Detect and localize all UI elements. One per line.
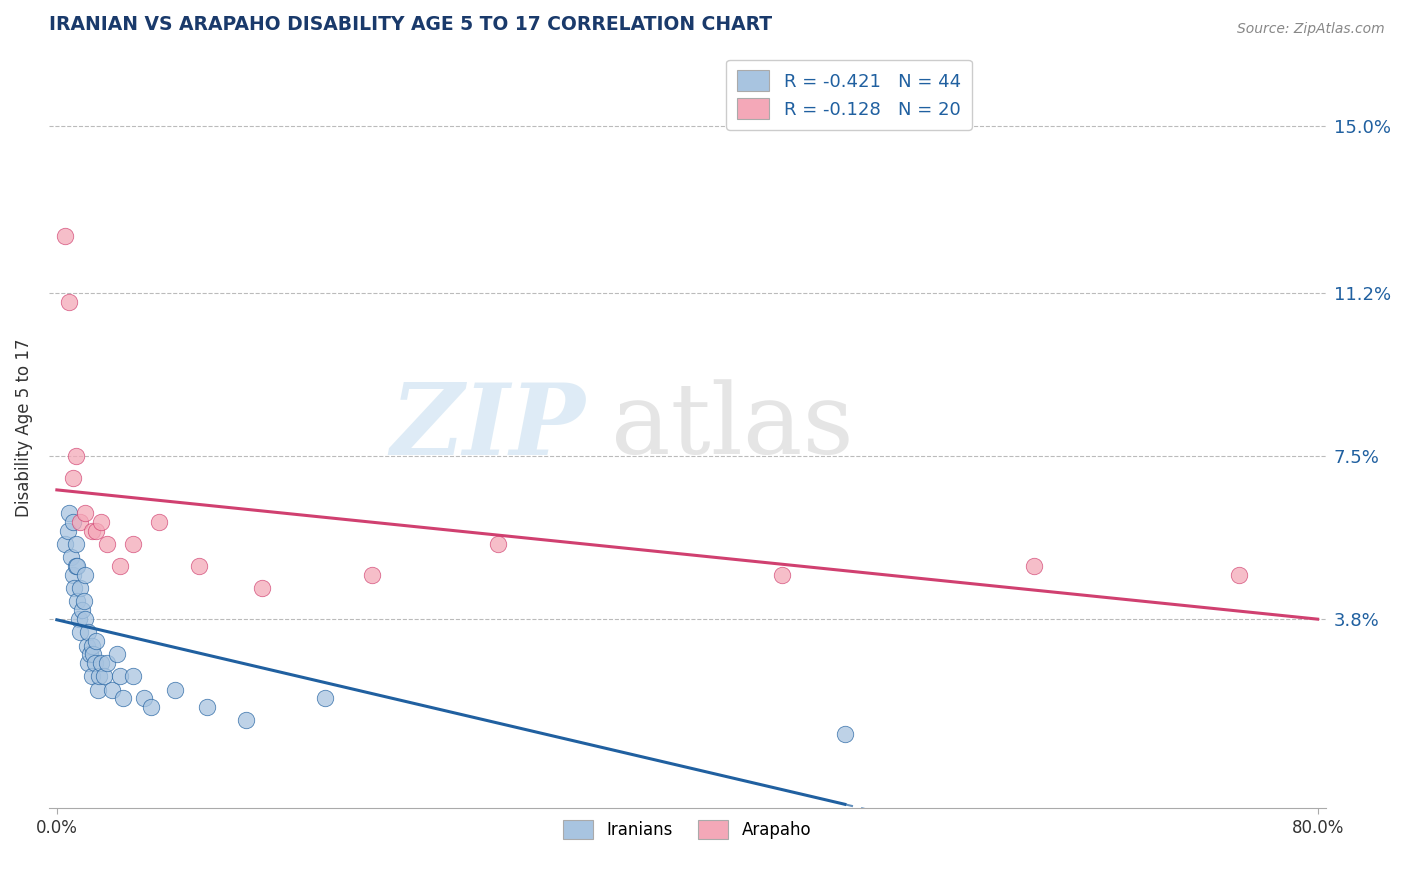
Point <box>108 669 131 683</box>
Point <box>75 568 97 582</box>
Point <box>70 603 93 617</box>
Point <box>58 507 80 521</box>
Point <box>108 559 131 574</box>
Point <box>67 612 90 626</box>
Point <box>77 625 100 640</box>
Point <box>76 639 98 653</box>
Point <box>66 594 89 608</box>
Text: ZIP: ZIP <box>389 379 585 475</box>
Point <box>87 682 110 697</box>
Text: IRANIAN VS ARAPAHO DISABILITY AGE 5 TO 17 CORRELATION CHART: IRANIAN VS ARAPAHO DISABILITY AGE 5 TO 1… <box>49 15 772 34</box>
Point <box>82 648 104 662</box>
Point <box>80 524 103 538</box>
Point <box>77 656 100 670</box>
Point <box>63 582 86 596</box>
Point <box>80 639 103 653</box>
Point <box>90 515 112 529</box>
Point <box>96 537 118 551</box>
Point <box>770 568 793 582</box>
Point <box>80 669 103 683</box>
Point <box>53 537 76 551</box>
Point <box>65 559 87 574</box>
Point <box>121 669 143 683</box>
Point <box>75 612 97 626</box>
Point <box>53 229 76 244</box>
Point <box>90 656 112 670</box>
Point <box>84 634 107 648</box>
Point <box>148 515 170 529</box>
Point <box>75 507 97 521</box>
Point <box>121 537 143 551</box>
Point <box>1227 568 1250 582</box>
Point <box>93 669 115 683</box>
Point <box>58 295 80 310</box>
Point <box>62 471 84 485</box>
Point <box>69 625 91 640</box>
Point <box>65 449 87 463</box>
Point <box>96 656 118 670</box>
Point <box>89 669 111 683</box>
Point <box>112 691 135 706</box>
Legend: Iranians, Arapaho: Iranians, Arapaho <box>557 814 818 846</box>
Text: atlas: atlas <box>610 380 853 475</box>
Point <box>66 559 89 574</box>
Point <box>1022 559 1045 574</box>
Point <box>486 537 509 551</box>
Point <box>62 515 84 529</box>
Point <box>84 524 107 538</box>
Point <box>165 682 187 697</box>
Y-axis label: Disability Age 5 to 17: Disability Age 5 to 17 <box>15 338 32 516</box>
Point <box>250 582 273 596</box>
Point <box>195 700 218 714</box>
Point <box>314 691 336 706</box>
Point <box>60 550 83 565</box>
Point <box>79 648 101 662</box>
Point <box>105 648 128 662</box>
Point <box>62 568 84 582</box>
Point <box>69 582 91 596</box>
Point <box>56 524 79 538</box>
Point <box>69 515 91 529</box>
Point <box>101 682 124 697</box>
Point <box>72 594 94 608</box>
Point <box>83 656 105 670</box>
Point <box>187 559 209 574</box>
Point <box>65 537 87 551</box>
Point <box>132 691 155 706</box>
Point <box>235 714 257 728</box>
Text: Source: ZipAtlas.com: Source: ZipAtlas.com <box>1237 22 1385 37</box>
Point <box>141 700 163 714</box>
Point <box>834 726 856 740</box>
Point <box>361 568 384 582</box>
